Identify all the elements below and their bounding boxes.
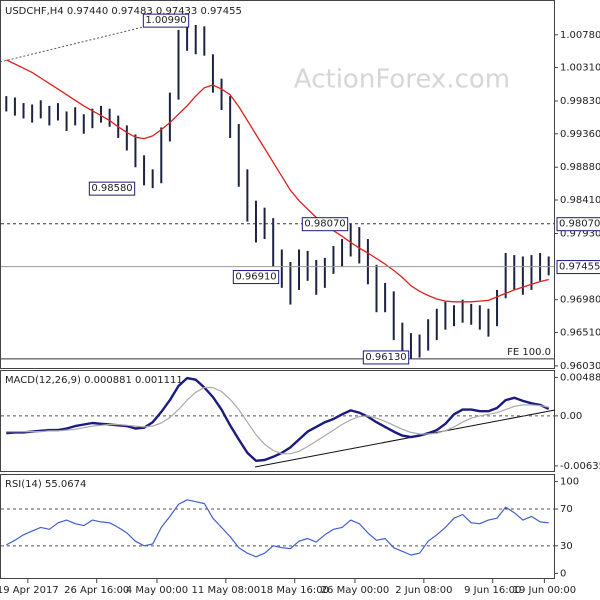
y-tick-label: -0.006354 — [560, 461, 600, 472]
annotation: 0.98580 — [91, 183, 132, 194]
level-label-box — [556, 260, 600, 275]
y-tick-label: 0.96510 — [560, 327, 600, 338]
x-tick-label: 9 Jun 16:00 — [464, 585, 521, 596]
annotation: 0.96910 — [235, 272, 276, 283]
annotation: 1.00990 — [145, 15, 186, 26]
annotation-box — [232, 270, 280, 285]
rsi-frame — [0, 474, 555, 579]
x-tick-label: 26 May 00:00 — [321, 585, 390, 596]
x-tick-label: 19 Jun 00:00 — [513, 585, 577, 596]
y-tick-label: 0.00 — [560, 411, 582, 422]
y-tick-label: 0.98880 — [560, 162, 600, 173]
annotation-box — [362, 350, 410, 365]
annotation-box — [88, 181, 136, 196]
panel-title: RSI(14) 55.0674 — [5, 479, 86, 490]
annotation: 0.96130 — [365, 352, 406, 363]
series-line — [6, 376, 550, 462]
x-tick-label: 4 May 00:00 — [126, 585, 188, 596]
y-tick-label: 100 — [560, 476, 579, 487]
series-line — [6, 59, 549, 303]
series-line — [6, 386, 549, 455]
y-tick-label: 0.96030 — [560, 361, 600, 372]
annotation-box — [301, 217, 349, 232]
annotation-box — [142, 13, 190, 28]
x-tick-label: 18 May 16:00 — [260, 585, 329, 596]
level-label: FE 100.0 — [507, 347, 551, 358]
x-tick-label: 26 Apr 16:00 — [64, 585, 129, 596]
y-tick-label: 1.00780 — [560, 30, 600, 41]
level-label: 0.97455 — [559, 262, 600, 273]
level-label: 0.98070 — [559, 219, 600, 230]
y-tick-label: 30 — [560, 541, 573, 552]
y-tick-label: 0.96980 — [560, 295, 600, 306]
macd-trend-line — [254, 409, 556, 468]
macd-frame — [0, 370, 555, 472]
watermark: ActionForex.com — [294, 65, 510, 95]
series-line — [6, 499, 549, 558]
y-tick-label: 0.97930 — [560, 228, 600, 239]
y-tick-label: 0.98410 — [560, 195, 600, 206]
y-tick-label: 70 — [560, 504, 573, 515]
x-tick-label: 2 Jun 08:00 — [395, 585, 452, 596]
y-tick-label: 0 — [560, 568, 566, 579]
trend-line — [0, 17, 181, 63]
y-tick-label: 0.99360 — [560, 129, 600, 140]
x-tick-label: 19 Apr 2017 — [0, 585, 59, 596]
annotation: 0.98070 — [304, 219, 345, 230]
y-tick-label: 1.00310 — [560, 63, 600, 74]
price-frame — [0, 0, 555, 369]
level-label-box — [556, 217, 600, 232]
y-tick-label: 0.004883 — [560, 372, 600, 383]
y-tick-label: 0.99830 — [560, 96, 600, 107]
panel-title: USDCHF,H4 0.97440 0.97483 0.97433 0.9745… — [5, 6, 242, 17]
x-tick-label: 11 May 08:00 — [192, 585, 261, 596]
panel-title: MACD(12,26,9) 0.000881 0.001111 — [5, 375, 183, 386]
